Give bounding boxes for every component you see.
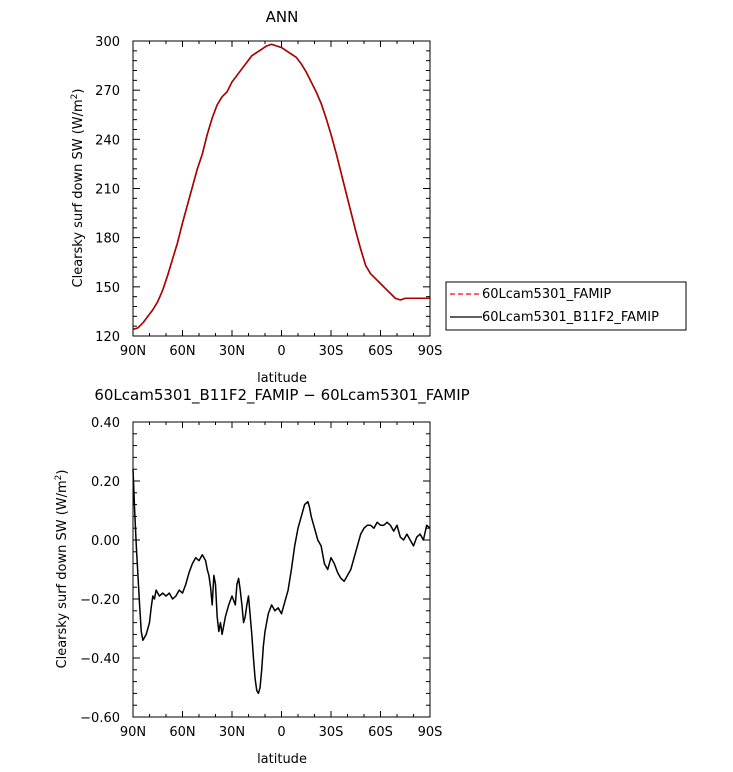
chart-bottom-ticks: 90N 60N 30N 0 30S 60S 90S −0.60 −0.40 −0.20 0.00 0.… (80, 416, 442, 740)
chart-top-ylabel: Clearsky surf down SW (W/m2) (70, 89, 86, 288)
chart-bottom-ytick-label: −0.60 (80, 711, 120, 726)
chart-top-xtick-label: 60S (368, 344, 393, 359)
chart-bottom-frame (132, 421, 431, 718)
chart-bottom: 60Lcam5301_B11F2_FAMIP − 60Lcam5301_FAMI… (54, 386, 470, 767)
chart-bottom-xtick-label: 60S (368, 725, 393, 740)
chart-top-frame (132, 40, 431, 337)
chart-top-xlabel: latitude (257, 371, 307, 386)
legend-box (445, 281, 687, 331)
chart-bottom-series-line-0 (132, 469, 431, 695)
chart-bottom-xtick-label: 30S (319, 725, 344, 740)
chart-bottom-xlabel: latitude (257, 752, 307, 767)
chart-top-ytick-label: 240 (95, 133, 120, 148)
chart-bottom-ytick-label: 0.20 (91, 475, 120, 490)
chart-top-series-line-1 (132, 43, 430, 331)
chart-top-ylabel-main: Clearsky surf down SW (W/m (71, 99, 86, 287)
chart-top-ylabel-close: ) (71, 89, 86, 94)
chart-top-ytick-label: 150 (95, 281, 120, 296)
chart-bottom-title: 60Lcam5301_B11F2_FAMIP − 60Lcam5301_FAMI… (94, 386, 469, 405)
chart-bottom-ytick-label: −0.40 (80, 652, 120, 667)
chart-top-ytick-label: 120 (95, 330, 120, 345)
chart-top-legend: 60Lcam5301_FAMIP 60Lcam5301_B11F2_FAMIP (445, 281, 687, 331)
chart-bottom-xtick-label: 90N (120, 725, 146, 740)
legend-label-b11f2: 60Lcam5301_B11F2_FAMIP (482, 310, 659, 325)
chart-top-xtick-label: 90N (120, 344, 146, 359)
chart-bottom-xtick-label: 90S (418, 725, 443, 740)
chart-top-xtick-label: 30N (219, 344, 245, 359)
chart-top-ytick-label: 180 (95, 232, 120, 247)
chart-top-xtick-label: 60N (169, 344, 195, 359)
chart-top: ANN 90N 60N 30N 0 30S 60S 90S 120 150 180 210 240 27… (70, 8, 687, 386)
chart-bottom-ytick-label: 0.40 (91, 416, 120, 431)
chart-bottom-ylabel-close: ) (55, 470, 70, 475)
chart-top-ytick-label: 270 (95, 84, 120, 99)
chart-top-ytick-label: 210 (95, 183, 120, 198)
chart-bottom-ytick-label: −0.20 (80, 593, 120, 608)
chart-bottom-xtick-label: 0 (277, 725, 285, 740)
chart-top-ticks: 90N 60N 30N 0 30S 60S 90S 120 150 180 210 240 270 300 (95, 35, 442, 359)
chart-bottom-ylabel: Clearsky surf down SW (W/m2) (54, 470, 70, 669)
chart-bottom-ylabel-main: Clearsky surf down SW (W/m (55, 480, 70, 668)
chart-bottom-ytick-label: 0.00 (91, 534, 120, 549)
chart-top-xtick-label: 90S (418, 344, 443, 359)
chart-top-title: ANN (266, 8, 299, 26)
chart-top-ytick-label: 300 (95, 35, 120, 50)
chart-bottom-xtick-label: 30N (219, 725, 245, 740)
chart-top-ylabel-sup: 2 (70, 94, 80, 100)
chart-bottom-ylabel-sup: 2 (54, 475, 64, 481)
chart-bottom-xtick-label: 60N (169, 725, 195, 740)
chart-bottom-series-group (132, 469, 431, 695)
chart-top-series-line-0 (132, 43, 430, 331)
chart-top-xtick-label: 0 (277, 344, 285, 359)
chart-top-series-group (132, 43, 430, 331)
chart-top-xtick-label: 30S (319, 344, 344, 359)
legend-label-famip: 60Lcam5301_FAMIP (482, 287, 611, 302)
